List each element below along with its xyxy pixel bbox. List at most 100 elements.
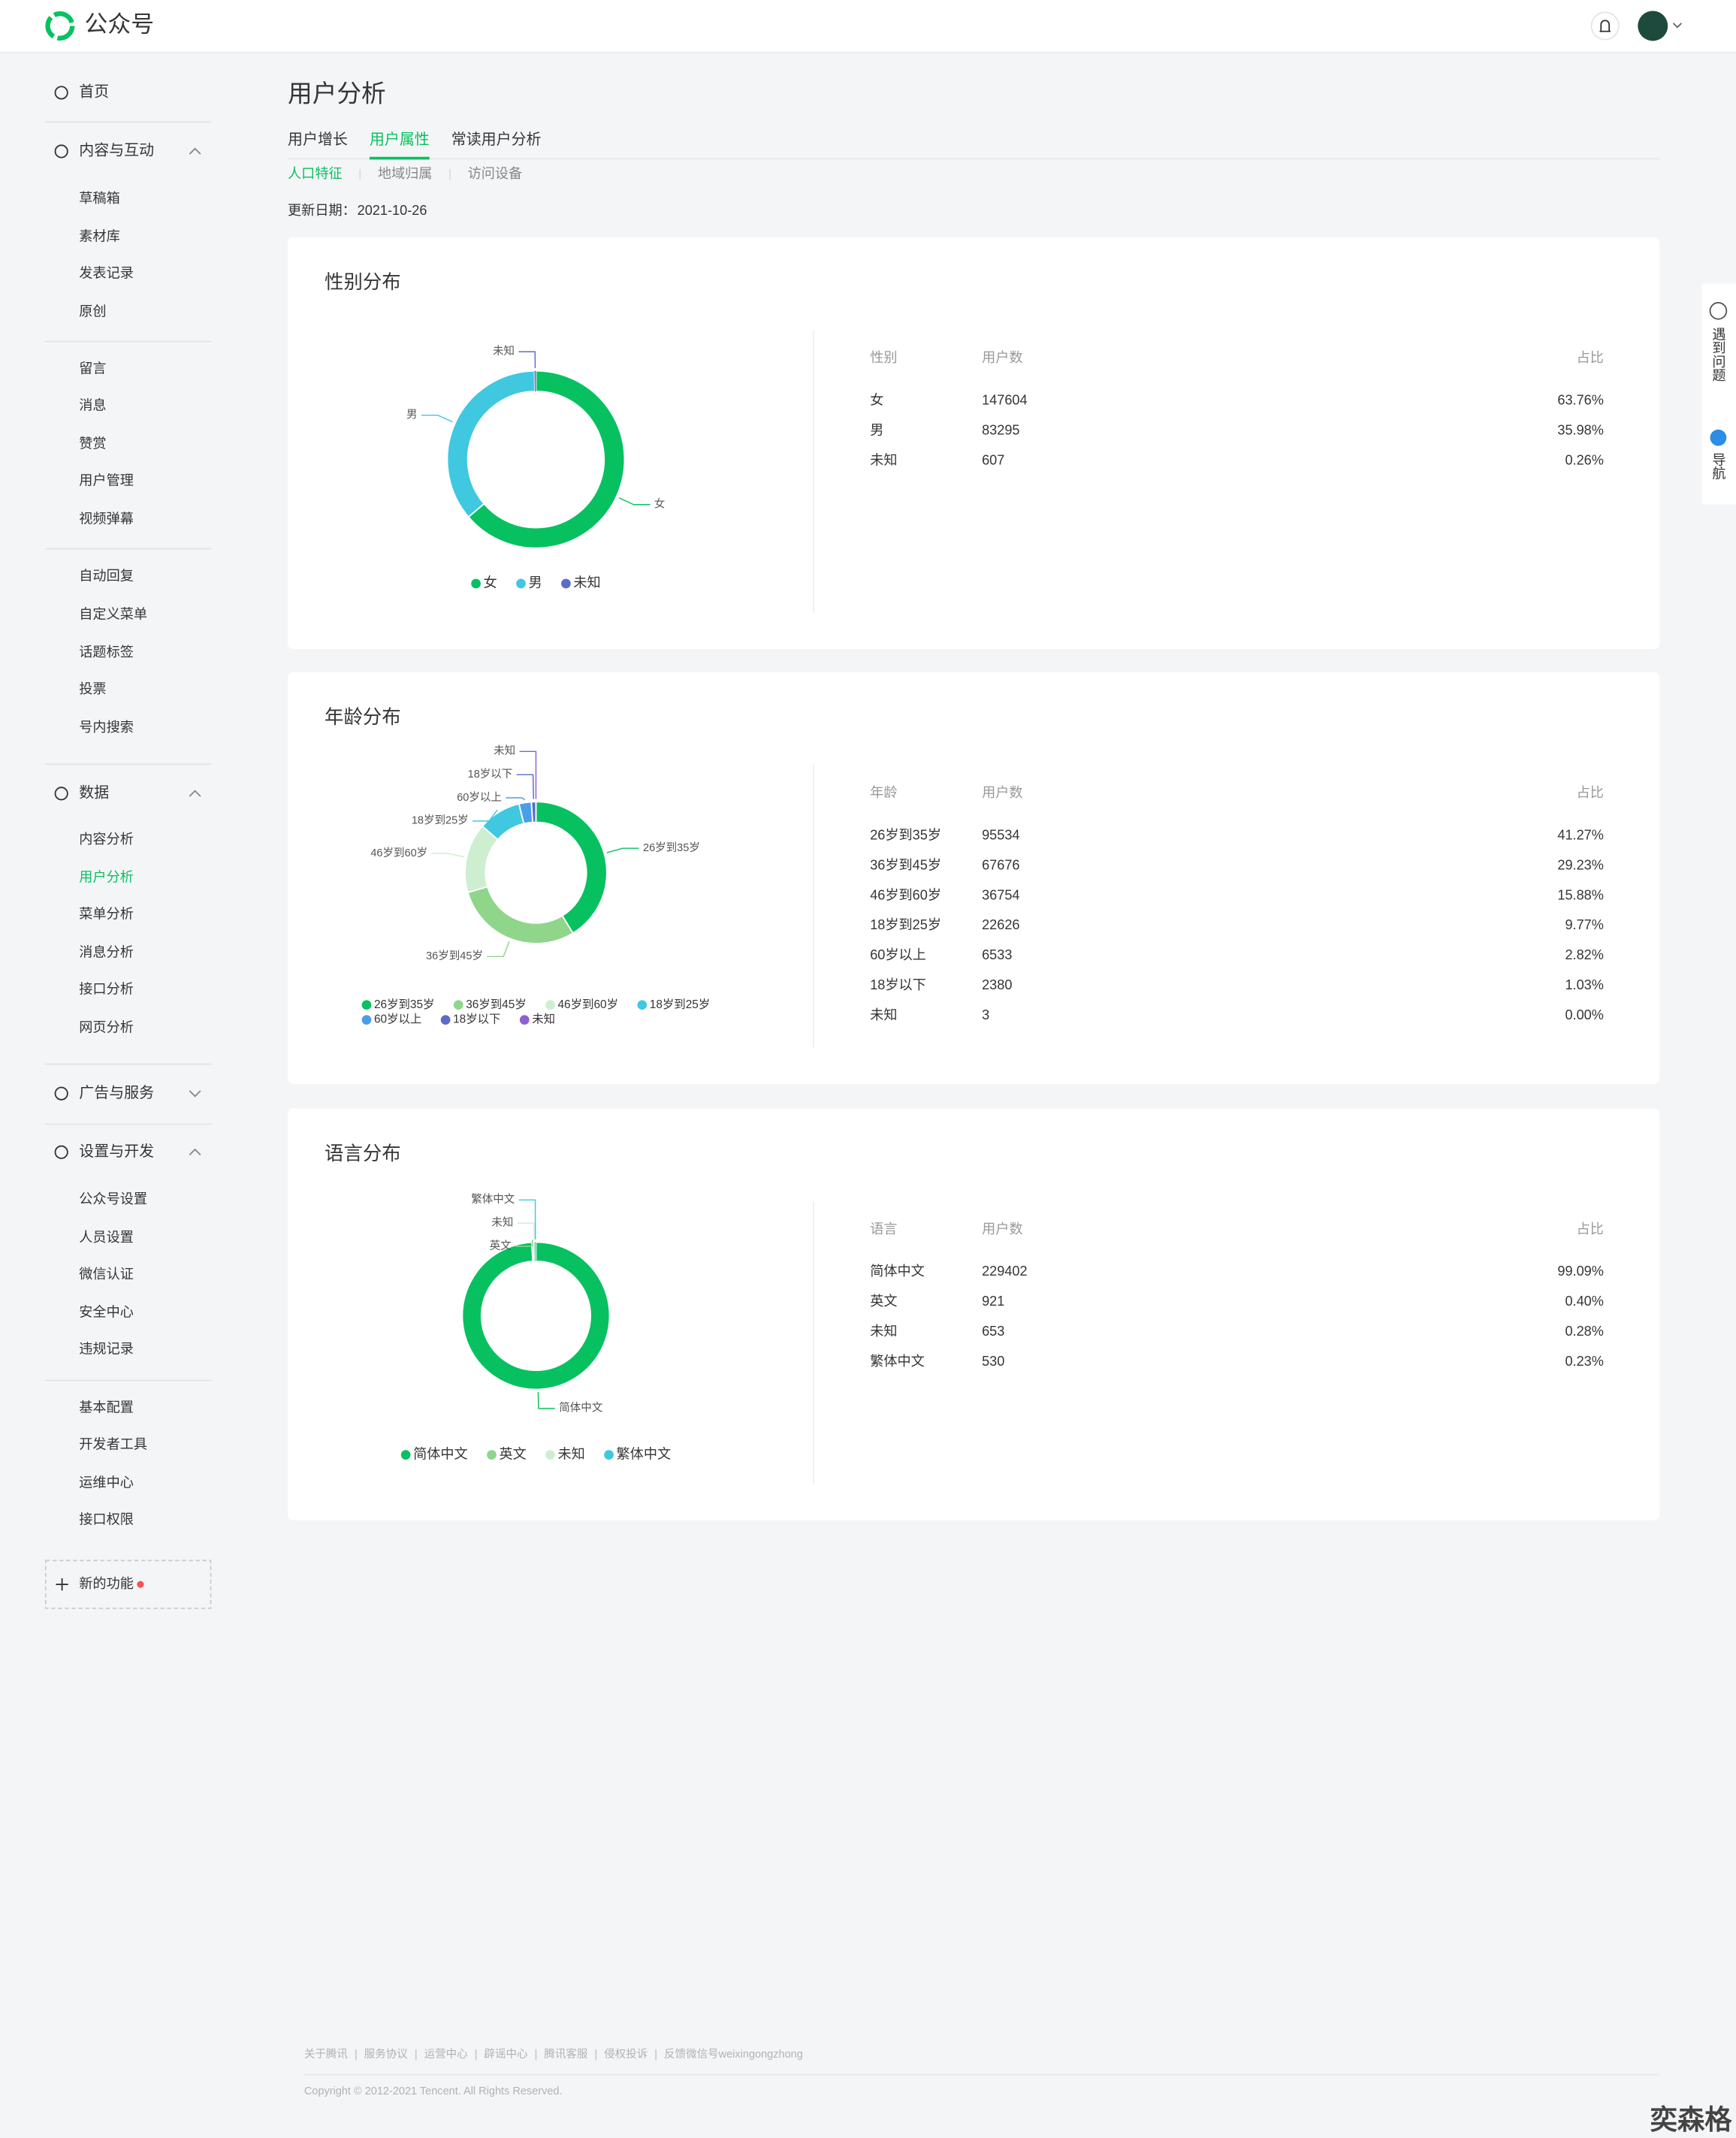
menu-item[interactable]: 原创 <box>79 303 106 319</box>
legend-label[interactable]: 18岁到25岁 <box>650 998 711 1011</box>
subtab[interactable]: 人口特征 <box>288 166 343 181</box>
menu-item[interactable]: 自定义菜单 <box>79 606 147 621</box>
legend-label[interactable]: 繁体中文 <box>617 1446 672 1461</box>
menu-item[interactable]: 话题标签 <box>79 645 134 660</box>
menu-collapse[interactable] <box>189 790 201 797</box>
help-problem[interactable]: 遇到问题 <box>1710 328 1725 382</box>
nav-icon[interactable] <box>1710 429 1727 446</box>
new-feature[interactable]: 新的功能 <box>79 1576 134 1591</box>
table-cell: 繁体中文 <box>870 1354 925 1369</box>
help-icon[interactable] <box>1709 302 1728 320</box>
table-cell: 36岁到45岁 <box>870 857 941 872</box>
menu-item[interactable]: 开发者工具 <box>79 1437 147 1452</box>
legend-dot <box>604 1450 614 1460</box>
menu-item[interactable]: 自动回复 <box>79 569 134 584</box>
menu-item[interactable]: 基本配置 <box>79 1400 134 1415</box>
menu-item[interactable]: 运维中心 <box>79 1475 134 1490</box>
donut-segment <box>461 1241 611 1391</box>
menu-item[interactable]: 人员设置 <box>79 1230 134 1245</box>
subtab[interactable]: 地域归属 <box>378 166 433 181</box>
menu-collapse[interactable] <box>189 1148 201 1155</box>
menu-item[interactable]: 素材库 <box>79 229 119 244</box>
menu-item[interactable]: 用户管理 <box>79 473 134 488</box>
menu-item[interactable]: 接口权限 <box>79 1512 134 1527</box>
label-leader <box>519 750 537 799</box>
menu-group[interactable]: 广告与服务 <box>79 1084 154 1101</box>
card-title: 语言分布 <box>325 1143 401 1164</box>
menu-item[interactable]: 消息 <box>79 398 106 413</box>
menu-group[interactable]: 首页 <box>79 83 109 101</box>
menu-item[interactable]: 留言 <box>79 361 106 376</box>
brand[interactable]: 公众号 <box>85 11 155 38</box>
table-cell: 530 <box>982 1354 1004 1369</box>
tab[interactable]: 用户属性 <box>370 131 430 148</box>
menu-item[interactable]: 赞赏 <box>79 436 106 451</box>
footer-link[interactable]: 侵权投诉 <box>604 2048 648 2061</box>
menu-group[interactable]: 设置与开发 <box>79 1143 154 1160</box>
avatar[interactable] <box>1638 11 1668 41</box>
footer-link[interactable]: 辟谣中心 <box>484 2048 528 2061</box>
donut-segment <box>467 370 626 549</box>
logo <box>45 11 75 41</box>
legend-label[interactable]: 男 <box>528 575 542 590</box>
table-cell: 26岁到35岁 <box>870 827 941 842</box>
table-cell: 9.77% <box>1565 917 1603 932</box>
subtab[interactable]: 访问设备 <box>468 166 523 181</box>
plus-icon <box>56 1578 68 1591</box>
menu-item[interactable]: 接口分析 <box>79 982 134 997</box>
menu-item[interactable]: 违规记录 <box>79 1342 134 1357</box>
table-cell: 99.09% <box>1557 1264 1604 1279</box>
menu-group[interactable]: 数据 <box>79 784 109 802</box>
donut-label: 未知 <box>494 744 515 757</box>
menu-group[interactable]: 内容与互动 <box>79 142 154 159</box>
footer-link[interactable]: 腾讯客服 <box>544 2048 588 2061</box>
help-nav[interactable]: 导航 <box>1710 453 1725 480</box>
menu-icon <box>54 86 68 100</box>
menu-item[interactable]: 用户分析 <box>79 870 134 885</box>
table-cell: 3 <box>982 1007 989 1022</box>
legend-dot <box>561 578 571 589</box>
label-leader <box>537 1392 555 1409</box>
footer-link[interactable]: 服务协议 <box>364 2048 409 2061</box>
avatar-dropdown[interactable] <box>1672 23 1683 29</box>
tab[interactable]: 常读用户分析 <box>451 131 542 148</box>
legend-label[interactable]: 未知 <box>557 1446 584 1461</box>
menu-item[interactable]: 公众号设置 <box>79 1191 147 1206</box>
bell-button[interactable] <box>1590 11 1620 41</box>
legend-dot <box>545 1000 555 1010</box>
legend-label[interactable]: 简体中文 <box>413 1446 468 1461</box>
tab[interactable]: 用户增长 <box>288 131 348 148</box>
legend-label[interactable]: 英文 <box>499 1446 526 1461</box>
menu-item[interactable]: 菜单分析 <box>79 907 134 922</box>
menu-item[interactable]: 投票 <box>79 681 106 696</box>
table-cell: 607 <box>982 452 1004 467</box>
label-leader <box>431 853 464 858</box>
menu-item[interactable]: 消息分析 <box>79 945 134 960</box>
table-cell: 0.26% <box>1565 452 1603 467</box>
menu-item[interactable]: 号内搜索 <box>79 720 134 735</box>
footer-link[interactable]: 关于腾讯 <box>304 2048 349 2061</box>
legend-label[interactable]: 26岁到35岁 <box>374 998 435 1011</box>
legend-label[interactable]: 60岁以上 <box>374 1013 421 1026</box>
menu-item[interactable]: 草稿箱 <box>79 191 119 206</box>
menu-item[interactable]: 微信认证 <box>79 1267 134 1282</box>
table-cell: 未知 <box>870 1324 897 1339</box>
legend-label[interactable]: 未知 <box>573 575 600 590</box>
menu-item[interactable]: 内容分析 <box>79 832 134 847</box>
menu-item[interactable]: 安全中心 <box>79 1305 134 1320</box>
card-title: 性别分布 <box>325 272 401 293</box>
table-cell: 英文 <box>870 1294 897 1309</box>
legend-label[interactable]: 46岁到60岁 <box>557 998 618 1011</box>
legend-label[interactable]: 女 <box>484 575 497 590</box>
legend-label[interactable]: 36岁到45岁 <box>466 998 527 1011</box>
footer-link[interactable]: 反馈微信号weixingongzhong <box>664 2048 803 2061</box>
menu-item[interactable]: 网页分析 <box>79 1019 134 1034</box>
legend-label[interactable]: 18岁以下 <box>453 1013 500 1026</box>
new-feature-box[interactable] <box>44 1560 212 1609</box>
menu-item[interactable]: 视频弹幕 <box>79 511 134 526</box>
menu-expand[interactable] <box>189 1090 201 1098</box>
menu-item[interactable]: 发表记录 <box>79 266 134 281</box>
legend-label[interactable]: 未知 <box>532 1013 555 1026</box>
footer-link[interactable]: 运营中心 <box>424 2048 469 2061</box>
menu-collapse[interactable] <box>189 147 201 155</box>
